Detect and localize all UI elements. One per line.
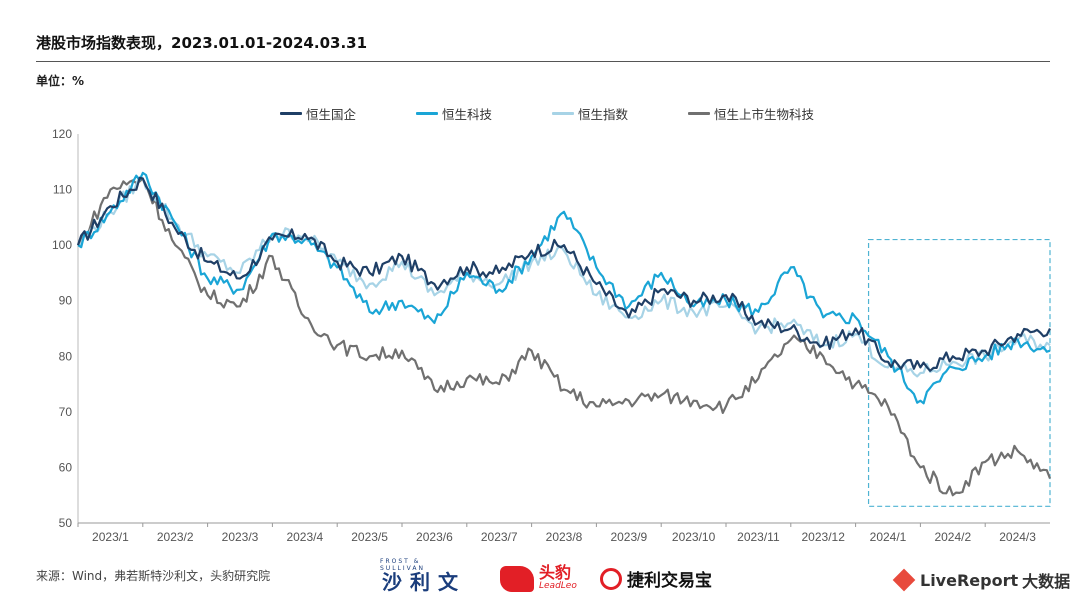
legend: 恒生国企 恒生科技 恒生指数 恒生上市生物科技 [0, 104, 1080, 124]
x-tick-label: 2024/1 [870, 530, 907, 544]
x-tick-label: 2023/4 [286, 530, 323, 544]
y-tick-label: 50 [59, 516, 73, 530]
y-tick-label: 70 [59, 405, 73, 419]
x-tick-label: 2023/6 [416, 530, 453, 544]
legend-label-hstech: 恒生科技 [442, 107, 493, 122]
x-tick-label: 2024/3 [999, 530, 1036, 544]
unit-label: 单位：% [36, 74, 85, 88]
series-line-hstech [77, 171, 1051, 405]
x-tick-label: 2023/10 [672, 530, 716, 544]
leadleo-logo-sub: LeadLeo [539, 581, 577, 591]
jieli-logo-text: 捷利交易宝 [627, 571, 712, 591]
legend-item-hscei: 恒生国企 [280, 104, 356, 123]
source-note: 来源：Wind，弗若斯特沙利文，头豹研究院 [36, 569, 271, 583]
y-tick-label: 90 [59, 294, 73, 308]
x-tick-label: 2023/12 [802, 530, 846, 544]
leadleo-logo-text: 头豹 [539, 563, 572, 582]
arrow-circle-icon [600, 567, 622, 590]
legend-item-hstech: 恒生科技 [416, 104, 492, 123]
y-tick-label: 110 [53, 183, 72, 197]
livereport-logo: LiveReport 大数据 [892, 568, 1071, 592]
livereport-logo-text: LiveReport [920, 570, 1019, 590]
shaliwen-logo: FROST & SULLIVAN 沙利文 [380, 558, 466, 595]
x-tick-label: 2023/7 [481, 530, 518, 544]
x-tick-label: 2023/9 [610, 530, 647, 544]
livereport-logo-suffix: 大数据 [1022, 572, 1071, 591]
x-tick-label: 2023/2 [157, 530, 194, 544]
leadleo-logo: 头豹 LeadLeo [500, 563, 577, 592]
x-tick-label: 2023/5 [351, 530, 388, 544]
y-tick-label: 80 [59, 349, 73, 363]
legend-swatch-biotech [688, 112, 710, 115]
x-tick-label: 2023/11 [737, 530, 780, 544]
x-tick-label: 2023/1 [92, 530, 129, 544]
legend-label-biotech: 恒生上市生物科技 [714, 107, 815, 122]
x-tick-label: 2023/3 [222, 530, 259, 544]
y-tick-label: 120 [52, 127, 72, 141]
x-tick-label: 2023/8 [546, 530, 583, 544]
leopard-icon [500, 566, 534, 592]
jieli-logo: 捷利交易宝 [600, 566, 712, 591]
legend-label-hsi: 恒生指数 [578, 107, 629, 122]
shaliwen-logo-text: 沙利文 [382, 570, 466, 594]
title-divider [36, 61, 1050, 62]
y-tick-label: 100 [52, 238, 72, 252]
series-line-hscei [76, 176, 1051, 372]
legend-swatch-hsi [552, 112, 574, 115]
legend-item-biotech: 恒生上市生物科技 [688, 104, 814, 123]
legend-swatch-hstech [416, 112, 438, 115]
highlight-box [867, 238, 1051, 507]
x-tick-label: 2024/2 [934, 530, 971, 544]
y-tick-label: 60 [59, 460, 73, 474]
legend-item-hsi: 恒生指数 [552, 104, 628, 123]
diamond-icon [892, 568, 916, 592]
legend-swatch-hscei [280, 112, 302, 115]
chart-title: 港股市场指数表现，2023.01.01-2024.03.31 [36, 34, 368, 52]
series-line-hsi [77, 176, 1051, 378]
shaliwen-logo-sub: FROST & SULLIVAN [380, 558, 425, 572]
legend-label-hscei: 恒生国企 [306, 107, 357, 122]
series-line-biotech [77, 177, 1052, 497]
